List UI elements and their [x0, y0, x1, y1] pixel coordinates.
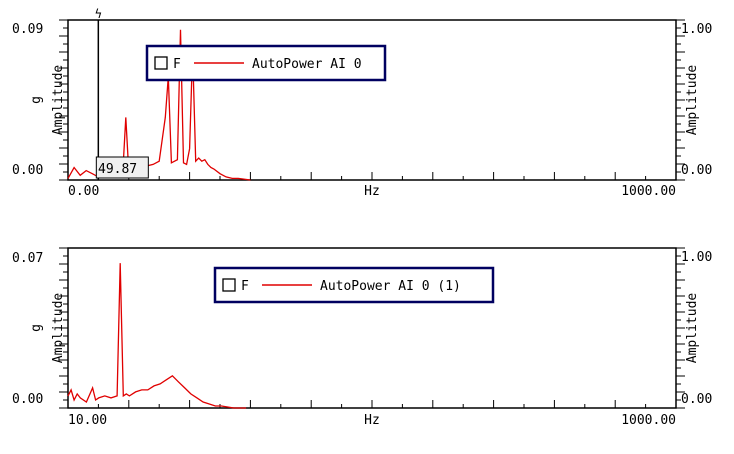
top-y-tick-max: 0.09	[12, 22, 43, 37]
cursor-readout: 49.87	[95, 156, 149, 179]
bottom-x-tick-min: 10.00	[68, 413, 107, 428]
bottom-x-axis-label: Hz	[364, 413, 380, 428]
top-chart: 0.00 0.09 1.00 0.00 0.00 1000.00 Hz Ampl…	[12, 7, 712, 199]
top-legend-checkbox-label: F	[173, 57, 181, 72]
bottom-y2-tick-min: 0.00	[681, 392, 712, 407]
bottom-legend-entry-label: AutoPower AI 0 (1)	[320, 279, 461, 294]
top-x-axis-label: Hz	[364, 184, 380, 199]
bottom-y-tick-max: 0.07	[12, 251, 43, 266]
bottom-legend-box	[213, 266, 495, 304]
bottom-legend-checkbox-label: F	[241, 279, 249, 294]
bottom-y-axis-unit: g	[29, 324, 44, 332]
top-right-axis-ticks	[676, 19, 685, 181]
cursor-handle-icon[interactable]: ϟ	[95, 7, 102, 21]
top-legend-checkbox[interactable]	[154, 56, 168, 70]
bottom-left-axis-ticks	[59, 247, 68, 409]
bottom-x-tick-max: 1000.00	[621, 413, 676, 428]
top-y2-tick-min: 0.00	[681, 163, 712, 178]
bottom-legend-checkbox[interactable]	[222, 278, 236, 292]
top-y2-tick-max: 1.00	[681, 22, 712, 37]
bottom-chart: 0.00 0.07 1.00 0.00 10.00 1000.00 Hz Amp…	[12, 247, 712, 428]
top-legend-entry-label: AutoPower AI 0	[252, 57, 362, 72]
cursor-readout-value: 49.87	[98, 162, 137, 177]
top-legend: F AutoPower AI 0	[145, 44, 387, 82]
top-x-tick-max: 1000.00	[621, 184, 676, 199]
bottom-y2-axis-label: Amplitude	[685, 293, 700, 364]
bottom-series-autopower-ai0-1	[67, 263, 247, 409]
top-left-axis-ticks	[59, 19, 68, 181]
bottom-right-axis-ticks	[676, 247, 685, 409]
bottom-legend: F AutoPower AI 0 (1)	[213, 266, 495, 304]
top-y-tick-min: 0.00	[12, 163, 43, 178]
bottom-x-axis-ticks	[67, 400, 677, 408]
top-plot-frame	[67, 19, 677, 181]
cursor-readout-box	[95, 156, 149, 179]
bottom-y2-tick-max: 1.00	[681, 250, 712, 265]
top-legend-box	[145, 44, 387, 82]
top-y-axis-label: Amplitude	[51, 65, 66, 136]
bottom-y-axis-label: Amplitude	[51, 293, 66, 364]
top-x-axis-ticks	[67, 172, 677, 180]
top-x-tick-min: 0.00	[68, 184, 99, 199]
bottom-y-tick-min: 0.00	[12, 392, 43, 407]
top-y2-axis-label: Amplitude	[685, 65, 700, 136]
top-y-axis-unit: g	[29, 96, 44, 104]
